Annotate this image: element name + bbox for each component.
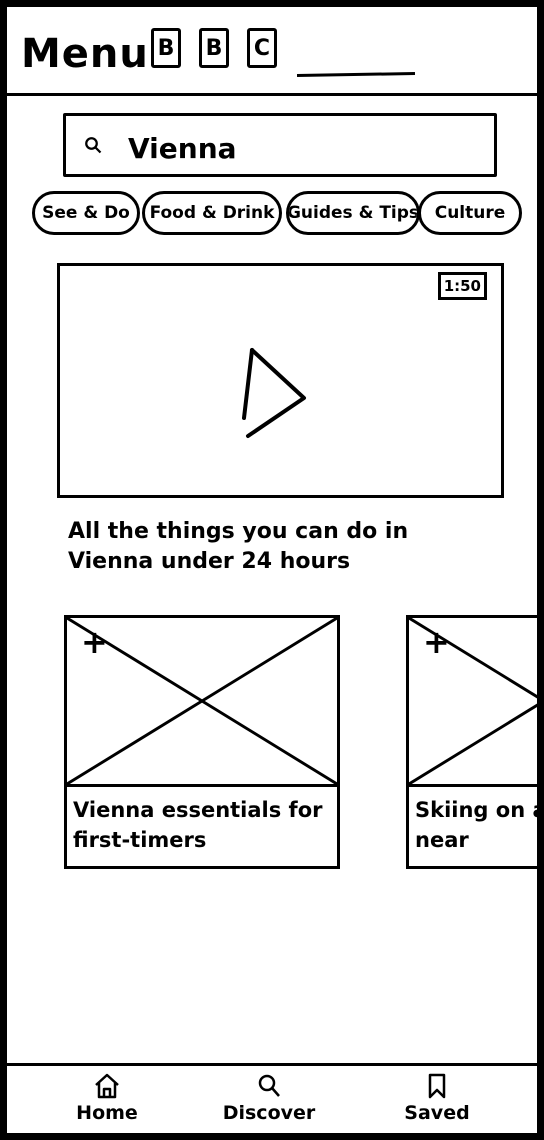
nav-discover[interactable]: Discover: [219, 1072, 319, 1124]
search-icon: [85, 137, 102, 154]
search-input[interactable]: Vienna: [128, 132, 237, 165]
article-card[interactable]: + Skiing on a budget near: [406, 615, 544, 869]
video-caption: All the things you can do in Vienna unde…: [68, 519, 409, 574]
article-card[interactable]: + Vienna essentials for first-timers: [64, 615, 340, 869]
chip-food-drink[interactable]: Food & Drink: [142, 191, 282, 235]
chip-guides-tips[interactable]: Guides & Tips: [286, 191, 420, 235]
card-title: Skiing on a budget near: [406, 787, 544, 869]
home-icon: [95, 1073, 119, 1099]
search-icon: [258, 1074, 280, 1097]
top-bar: Menu B B C: [7, 7, 537, 96]
card-image-placeholder: +: [64, 615, 340, 787]
play-icon[interactable]: [238, 346, 310, 442]
card-image-placeholder: +: [406, 615, 544, 787]
category-chips: See & Do Food & Drink Guides & Tips Cult…: [32, 191, 532, 239]
menu-button[interactable]: Menu: [21, 31, 149, 77]
video-duration: 1:50: [437, 272, 487, 300]
header-button-b1[interactable]: B: [151, 28, 181, 68]
card-title: Vienna essentials for first-timers: [64, 787, 340, 869]
add-icon[interactable]: +: [423, 623, 450, 661]
nav-home-label: Home: [76, 1102, 138, 1124]
header-button-b2[interactable]: B: [199, 28, 229, 68]
header-button-c[interactable]: C: [247, 28, 277, 68]
video-player[interactable]: 1:50: [57, 263, 504, 498]
bottom-nav: Home Discover Saved: [7, 1063, 537, 1136]
search-bar[interactable]: Vienna: [63, 113, 497, 177]
nav-saved-label: Saved: [404, 1102, 470, 1124]
header-underline: [296, 71, 416, 78]
nav-discover-label: Discover: [222, 1102, 316, 1124]
nav-home[interactable]: Home: [57, 1072, 157, 1124]
article-carousel[interactable]: + Vienna essentials for first-timers + S…: [64, 615, 544, 875]
chip-see-do[interactable]: See & Do: [32, 191, 140, 235]
chip-culture[interactable]: Culture: [418, 191, 522, 235]
nav-saved[interactable]: Saved: [387, 1072, 487, 1124]
bookmark-icon: [428, 1073, 446, 1099]
add-icon[interactable]: +: [81, 623, 108, 661]
